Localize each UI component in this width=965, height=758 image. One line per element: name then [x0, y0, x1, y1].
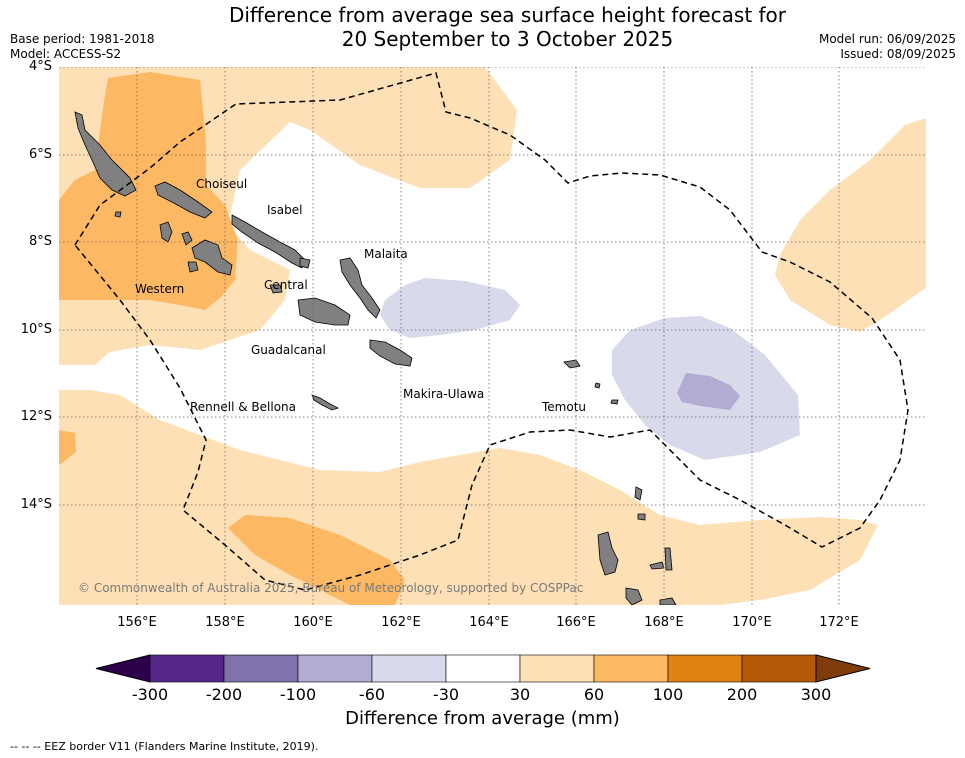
colorbar-segment	[519, 654, 595, 683]
colorbar-tick: 200	[726, 685, 758, 704]
place-temotu: Temotu	[542, 400, 587, 414]
place-central: Central	[264, 278, 308, 292]
colorbar-segment	[149, 654, 225, 683]
colorbar-tick: 300	[800, 685, 832, 704]
base-period: Base period: 1981-2018	[10, 32, 155, 46]
anomaly-neg60-100-east	[677, 373, 740, 410]
colorbar-tick: 100	[652, 685, 684, 704]
title-line-1: Difference from average sea surface heig…	[228, 3, 787, 27]
sea-level-map	[59, 67, 926, 605]
new-georgia-island	[191, 239, 233, 276]
malaita-island	[339, 257, 381, 319]
lat-label-6s: 6°S	[28, 147, 52, 162]
place-guadalcanal: Guadalcanal	[251, 343, 326, 357]
anomaly-60-100-south	[228, 515, 405, 605]
meta-right: Model run: 06/09/2025 Issued: 08/09/2025	[819, 32, 956, 62]
makira-island	[369, 339, 413, 367]
issued-date: Issued: 08/09/2025	[840, 47, 956, 61]
espiritu-santo-island	[597, 531, 619, 576]
rendova-island	[187, 261, 199, 273]
map-title: Difference from average sea surface heig…	[0, 3, 965, 51]
colorbar-tick: -300	[131, 685, 169, 704]
florida-islands	[299, 257, 311, 269]
guadalcanal-island	[297, 297, 351, 326]
lat-label-8s: 8°S	[28, 234, 52, 249]
colorbar-label: Difference from average (mm)	[345, 708, 620, 729]
lon-label-172e: 172°E	[819, 615, 859, 630]
isabel-island	[231, 214, 306, 269]
place-western: Western	[135, 282, 185, 296]
land-masses	[74, 111, 677, 605]
model-name: Model: ACCESS-S2	[10, 47, 122, 61]
colorbar-tick: 30	[509, 685, 531, 704]
place-isabel: Isabel	[267, 203, 303, 217]
title-line-2: 20 September to 3 October 2025	[341, 27, 674, 51]
colorbar-over-arrow	[815, 654, 871, 683]
rennell-island	[311, 394, 340, 411]
lat-label-10s: 10°S	[20, 322, 52, 337]
colorbar-segment	[371, 654, 447, 683]
vella-lavella-island	[159, 221, 173, 243]
lat-label-14s: 14°S	[20, 497, 52, 512]
model-run: Model run: 06/09/2025	[818, 32, 956, 46]
russell-islands	[269, 284, 283, 294]
lon-label-160e: 160°E	[293, 615, 333, 630]
lon-label-158e: 158°E	[205, 615, 245, 630]
santa-cruz-island	[563, 359, 581, 369]
graticule	[59, 67, 926, 605]
anomaly-30-60-east	[775, 118, 926, 332]
lon-label-168e: 168°E	[644, 615, 684, 630]
shortland-island	[114, 211, 122, 218]
colorbar-tick: 60	[583, 685, 605, 704]
copyright-notice: © Commonwealth of Australia 2025, Bureau…	[78, 581, 584, 595]
colorbar-tick: -200	[205, 685, 243, 704]
colorbar-tick: -100	[279, 685, 317, 704]
utupua-island	[594, 382, 601, 389]
colorbar	[95, 654, 871, 683]
lat-label-4s: 4°S	[28, 59, 52, 74]
anomaly-60-100-west-edge	[59, 430, 76, 465]
colorbar-segment	[593, 654, 669, 683]
place-malaita: Malaita	[364, 247, 408, 261]
vanikoro-island	[610, 399, 619, 405]
colorbar-segment	[667, 654, 743, 683]
lon-label-164e: 164°E	[469, 615, 509, 630]
torres-islands	[634, 486, 643, 501]
colorbar-tick: -60	[358, 685, 386, 704]
eez-border	[74, 72, 909, 591]
bougainville-island	[74, 111, 137, 197]
place-choiseul: Choiseul	[196, 177, 248, 191]
anomaly-neg30-60-central	[380, 278, 520, 338]
lon-label-170e: 170°E	[732, 615, 772, 630]
colorbar-segment	[445, 654, 521, 683]
lon-label-156e: 156°E	[117, 615, 157, 630]
banks-islands	[637, 513, 646, 521]
place-rennell-bellona: Rennell & Bellona	[190, 400, 297, 414]
eez-footnote: -- -- -- EEZ border V11 (Flanders Marine…	[10, 740, 319, 753]
lat-label-12s: 12°S	[20, 409, 52, 424]
meta-left: Base period: 1981-2018 Model: ACCESS-S2	[10, 32, 155, 62]
choiseul-island	[154, 181, 213, 219]
colorbar-segment	[741, 654, 817, 683]
colorbar-segments	[95, 654, 871, 683]
lon-label-162e: 162°E	[381, 615, 421, 630]
malakula-island	[625, 587, 643, 605]
colorbar-under-arrow	[95, 654, 151, 683]
colorbar-tick: -30	[432, 685, 460, 704]
pentecost-island	[664, 547, 673, 571]
place-makira-ulawa: Makira-Ulawa	[403, 387, 485, 401]
lon-label-166e: 166°E	[556, 615, 596, 630]
colorbar-segment	[223, 654, 299, 683]
colorbar-segment	[297, 654, 373, 683]
kolombangara-island	[181, 231, 193, 246]
